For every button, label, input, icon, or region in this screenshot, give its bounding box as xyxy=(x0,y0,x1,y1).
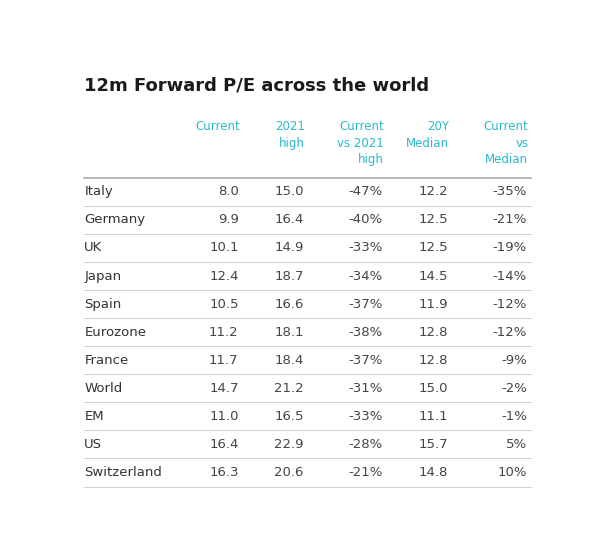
Text: Current: Current xyxy=(196,120,240,133)
Text: -9%: -9% xyxy=(501,354,527,367)
Text: Switzerland: Switzerland xyxy=(84,466,162,479)
Text: 16.6: 16.6 xyxy=(274,297,304,310)
Text: 14.8: 14.8 xyxy=(419,466,448,479)
Text: 10%: 10% xyxy=(497,466,527,479)
Text: 5%: 5% xyxy=(506,438,527,451)
Text: -34%: -34% xyxy=(349,270,383,282)
Text: 16.4: 16.4 xyxy=(209,438,239,451)
Text: US: US xyxy=(84,438,102,451)
Text: -33%: -33% xyxy=(349,410,383,423)
Text: 18.7: 18.7 xyxy=(274,270,304,282)
Text: 14.5: 14.5 xyxy=(418,270,448,282)
Text: 10.1: 10.1 xyxy=(209,242,239,255)
Text: -47%: -47% xyxy=(349,185,383,198)
Text: France: France xyxy=(84,354,128,367)
Text: UK: UK xyxy=(84,242,103,255)
Text: -1%: -1% xyxy=(501,410,527,423)
Text: 21.2: 21.2 xyxy=(274,382,304,395)
Text: Germany: Germany xyxy=(84,213,145,226)
Text: 16.4: 16.4 xyxy=(274,213,304,226)
Text: -35%: -35% xyxy=(493,185,527,198)
Text: -12%: -12% xyxy=(493,297,527,310)
Text: -37%: -37% xyxy=(349,297,383,310)
Text: 18.4: 18.4 xyxy=(274,354,304,367)
Text: EM: EM xyxy=(84,410,104,423)
Text: 18.1: 18.1 xyxy=(274,326,304,339)
Text: 16.3: 16.3 xyxy=(209,466,239,479)
Text: 12.2: 12.2 xyxy=(418,185,448,198)
Text: 11.9: 11.9 xyxy=(418,297,448,310)
Text: Spain: Spain xyxy=(84,297,122,310)
Text: -37%: -37% xyxy=(349,354,383,367)
Text: -31%: -31% xyxy=(349,382,383,395)
Text: 11.7: 11.7 xyxy=(209,354,239,367)
Text: -28%: -28% xyxy=(349,438,383,451)
Text: -21%: -21% xyxy=(493,213,527,226)
Text: 11.2: 11.2 xyxy=(209,326,239,339)
Text: 11.0: 11.0 xyxy=(209,410,239,423)
Text: 20.6: 20.6 xyxy=(274,466,304,479)
Text: -33%: -33% xyxy=(349,242,383,255)
Text: 15.7: 15.7 xyxy=(418,438,448,451)
Text: 12.8: 12.8 xyxy=(418,354,448,367)
Text: 15.0: 15.0 xyxy=(274,185,304,198)
Text: 16.5: 16.5 xyxy=(274,410,304,423)
Text: 8.0: 8.0 xyxy=(218,185,239,198)
Text: -2%: -2% xyxy=(501,382,527,395)
Text: 12.8: 12.8 xyxy=(418,326,448,339)
Text: 14.9: 14.9 xyxy=(274,242,304,255)
Text: 20Y
Median: 20Y Median xyxy=(406,120,449,150)
Text: 11.1: 11.1 xyxy=(418,410,448,423)
Text: Eurozone: Eurozone xyxy=(84,326,146,339)
Text: -14%: -14% xyxy=(493,270,527,282)
Text: Italy: Italy xyxy=(84,185,113,198)
Text: 12.5: 12.5 xyxy=(418,213,448,226)
Text: -38%: -38% xyxy=(349,326,383,339)
Text: -40%: -40% xyxy=(349,213,383,226)
Text: 12.5: 12.5 xyxy=(418,242,448,255)
Text: 15.0: 15.0 xyxy=(418,382,448,395)
Text: 14.7: 14.7 xyxy=(209,382,239,395)
Text: 22.9: 22.9 xyxy=(274,438,304,451)
Text: World: World xyxy=(84,382,122,395)
Text: -19%: -19% xyxy=(493,242,527,255)
Text: 12m Forward P/E across the world: 12m Forward P/E across the world xyxy=(84,77,430,95)
Text: -12%: -12% xyxy=(493,326,527,339)
Text: Current
vs 2021
high: Current vs 2021 high xyxy=(337,120,384,166)
Text: Japan: Japan xyxy=(84,270,121,282)
Text: 12.4: 12.4 xyxy=(209,270,239,282)
Text: Current
vs
Median: Current vs Median xyxy=(484,120,529,166)
Text: 2021
high: 2021 high xyxy=(275,120,305,150)
Text: -21%: -21% xyxy=(349,466,383,479)
Text: 9.9: 9.9 xyxy=(218,213,239,226)
Text: 10.5: 10.5 xyxy=(209,297,239,310)
